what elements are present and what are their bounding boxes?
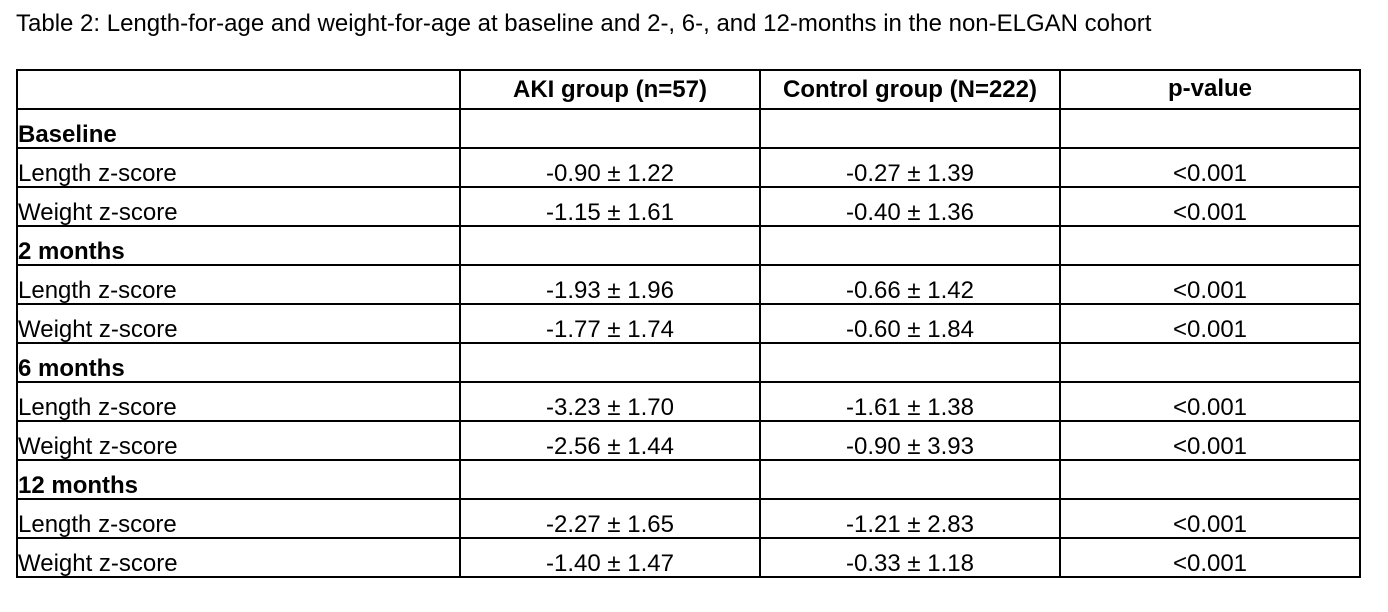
row-label: Weight z-score (16, 537, 461, 578)
p-value (1059, 225, 1361, 266)
table-row: Length z-score -2.27 ± 1.65 -1.21 ± 2.83 <0… (16, 498, 1361, 539)
table-row: Weight z-score -1.77 ± 1.74 -0.60 ± 1.84 <0… (16, 303, 1361, 344)
control-value (759, 225, 1061, 266)
header-cell-label (16, 69, 461, 110)
control-value (759, 108, 1061, 149)
section-row: 12 months (16, 459, 1361, 500)
control-value: -0.60 ± 1.84 (759, 303, 1061, 344)
section-row: 2 months (16, 225, 1361, 266)
row-label: Weight z-score (16, 303, 461, 344)
table-row: Weight z-score -2.56 ± 1.44 -0.90 ± 3.93 <0… (16, 420, 1361, 461)
aki-value: -1.40 ± 1.47 (459, 537, 761, 578)
table-row: Length z-score -3.23 ± 1.70 -1.61 ± 1.38 <0… (16, 381, 1361, 422)
aki-value (459, 225, 761, 266)
control-value (759, 459, 1061, 500)
row-label: Length z-score (16, 147, 461, 188)
p-value (1059, 459, 1361, 500)
p-value: <0.001 (1059, 303, 1361, 344)
aki-value (459, 108, 761, 149)
header-cell-aki: AKI group (n=57) (459, 69, 761, 110)
p-value: <0.001 (1059, 537, 1361, 578)
control-value (759, 342, 1061, 383)
aki-value: -1.93 ± 1.96 (459, 264, 761, 305)
header-cell-control: Control group (N=222) (759, 69, 1061, 110)
header-cell-p-value: p-value (1059, 69, 1361, 110)
table-row: Weight z-score -1.15 ± 1.61 -0.40 ± 1.36 <0… (16, 186, 1361, 227)
p-value (1059, 342, 1361, 383)
aki-value: -1.15 ± 1.61 (459, 186, 761, 227)
aki-value: -0.90 ± 1.22 (459, 147, 761, 188)
row-label: Weight z-score (16, 420, 461, 461)
section-row: Baseline (16, 108, 1361, 149)
section-label: 6 months (16, 342, 461, 383)
p-value: <0.001 (1059, 264, 1361, 305)
aki-value: -1.77 ± 1.74 (459, 303, 761, 344)
table-row: Length z-score -0.90 ± 1.22 -0.27 ± 1.39 <0… (16, 147, 1361, 188)
p-value: <0.001 (1059, 498, 1361, 539)
p-value: <0.001 (1059, 381, 1361, 422)
control-value: -1.21 ± 2.83 (759, 498, 1061, 539)
control-value: -0.40 ± 1.36 (759, 186, 1061, 227)
section-label: Baseline (16, 108, 461, 149)
aki-value: -3.23 ± 1.70 (459, 381, 761, 422)
aki-value (459, 342, 761, 383)
p-value: <0.001 (1059, 186, 1361, 227)
table-header-row: AKI group (n=57) Control group (N=222) p… (16, 69, 1361, 110)
row-label: Weight z-score (16, 186, 461, 227)
table-row: Length z-score -1.93 ± 1.96 -0.66 ± 1.42 <0… (16, 264, 1361, 305)
section-label: 2 months (16, 225, 461, 266)
table-row: Weight z-score -1.40 ± 1.47 -0.33 ± 1.18 <0… (16, 537, 1361, 578)
control-value: -1.61 ± 1.38 (759, 381, 1061, 422)
aki-value: -2.27 ± 1.65 (459, 498, 761, 539)
row-label: Length z-score (16, 381, 461, 422)
table-body: Baseline Length z-score -0.90 ± 1.22 -0.27 … (16, 108, 1361, 578)
row-label: Length z-score (16, 498, 461, 539)
control-value: -0.66 ± 1.42 (759, 264, 1061, 305)
control-value: -0.90 ± 3.93 (759, 420, 1061, 461)
table-caption: Table 2: Length-for-age and weight-for-a… (16, 10, 1152, 37)
control-value: -0.33 ± 1.18 (759, 537, 1061, 578)
section-row: 6 months (16, 342, 1361, 383)
control-value: -0.27 ± 1.39 (759, 147, 1061, 188)
section-label: 12 months (16, 459, 461, 500)
p-value: <0.001 (1059, 420, 1361, 461)
p-value (1059, 108, 1361, 149)
aki-value: -2.56 ± 1.44 (459, 420, 761, 461)
p-value: <0.001 (1059, 147, 1361, 188)
aki-value (459, 459, 761, 500)
results-table: AKI group (n=57) Control group (N=222) p… (16, 69, 1361, 578)
row-label: Length z-score (16, 264, 461, 305)
